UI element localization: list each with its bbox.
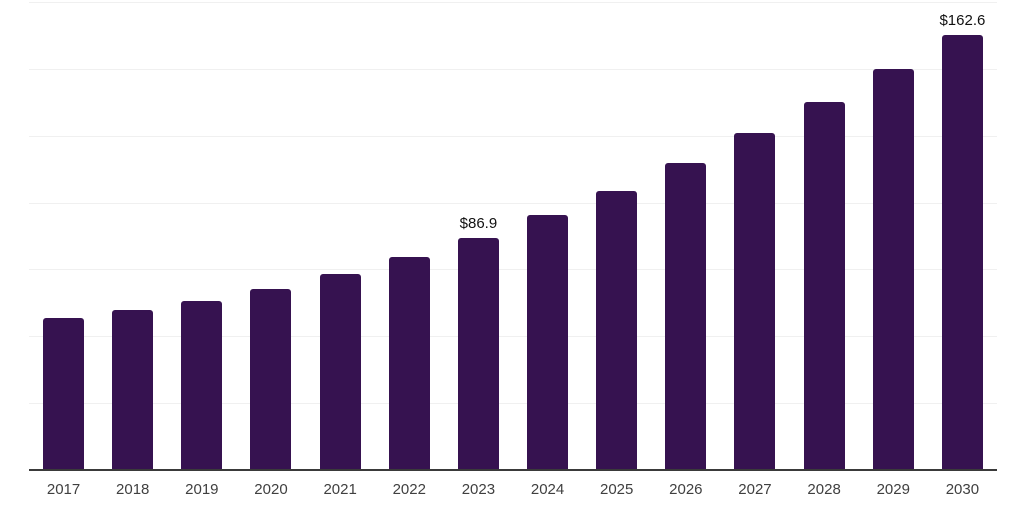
gridline — [29, 2, 997, 3]
bar-band-2023: $86.9 — [444, 2, 513, 470]
x-tick-label-2029: 2029 — [876, 481, 910, 498]
x-tick-label-2018: 2018 — [116, 481, 150, 498]
x-tick-label-2030: 2030 — [945, 481, 980, 498]
bars-container: $86.9 $162.6 — [29, 2, 997, 470]
x-tick-label-2026: 2026 — [669, 481, 703, 498]
x-axis-labels: 2017 2018 2019 2020 2021 2022 2023 2024 2025 2026… — [29, 481, 997, 499]
bar-2027 — [734, 132, 776, 470]
x-tick-label-2025: 2025 — [600, 481, 634, 498]
bar-band-2018 — [98, 2, 167, 470]
bar-2017 — [43, 318, 85, 470]
bar-2028 — [803, 102, 845, 470]
gridline — [29, 202, 997, 204]
bar-value-label: $86.9 — [459, 214, 498, 232]
bar-2029 — [872, 68, 914, 470]
bar-2023 — [457, 237, 499, 470]
bar-value-label: $162.6 — [939, 12, 986, 30]
bar-band-2019 — [167, 2, 236, 470]
gridline — [29, 135, 997, 137]
plot-area: $86.9 $162.6 — [29, 2, 997, 471]
gridline — [29, 269, 997, 271]
bar-band-2020 — [236, 2, 305, 470]
x-tick-label-2017: 2017 — [46, 481, 81, 498]
bar-band-2028 — [790, 2, 859, 470]
bar-2018 — [112, 310, 154, 470]
x-tick-label-2021: 2021 — [323, 481, 357, 498]
bar-2020 — [250, 289, 292, 470]
x-axis-line — [29, 469, 997, 471]
x-tick-label-2020: 2020 — [254, 481, 288, 498]
x-tick-label-2023: 2023 — [461, 481, 496, 498]
bar-2022 — [388, 256, 430, 470]
bar-2019 — [181, 301, 223, 470]
x-tick-label-2019: 2019 — [185, 481, 219, 498]
x-tick-label-2028: 2028 — [807, 481, 841, 498]
bar-band-2030: $162.6 — [928, 2, 997, 470]
bar-band-2029 — [859, 2, 928, 470]
x-tick-label-2024: 2024 — [530, 481, 565, 498]
bar-2021 — [319, 274, 361, 470]
bar-2024 — [527, 214, 569, 470]
bar-band-2017 — [29, 2, 98, 470]
bar-2026 — [665, 162, 707, 470]
x-tick-label-2022: 2022 — [392, 481, 426, 498]
bar-2030 — [941, 35, 983, 470]
bar-band-2021 — [306, 2, 375, 470]
bar-band-2022 — [375, 2, 444, 470]
bar-band-2027 — [720, 2, 789, 470]
bar-band-2025 — [582, 2, 651, 470]
gridline — [29, 68, 997, 70]
bar-band-2026 — [651, 2, 720, 470]
gridline — [29, 336, 997, 338]
bar-band-2024 — [513, 2, 582, 470]
gridline — [29, 403, 997, 405]
bar-2025 — [596, 190, 638, 470]
x-tick-label-2027: 2027 — [738, 481, 772, 498]
